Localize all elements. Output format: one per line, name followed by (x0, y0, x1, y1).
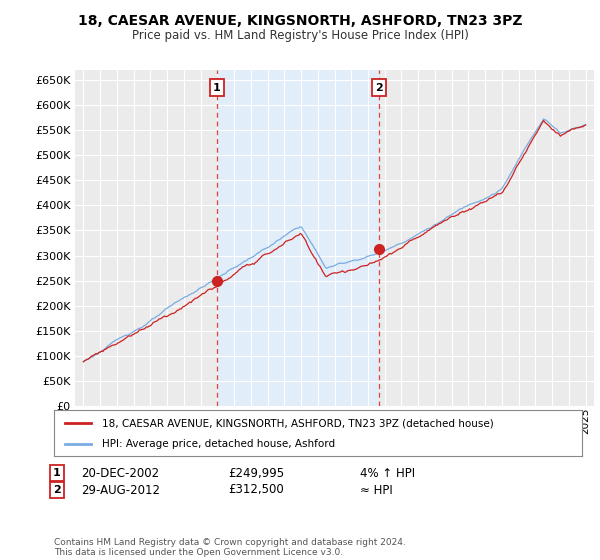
Text: 2: 2 (53, 485, 61, 495)
Text: Contains HM Land Registry data © Crown copyright and database right 2024.
This d: Contains HM Land Registry data © Crown c… (54, 538, 406, 557)
Text: 18, CAESAR AVENUE, KINGSNORTH, ASHFORD, TN23 3PZ (detached house): 18, CAESAR AVENUE, KINGSNORTH, ASHFORD, … (101, 418, 493, 428)
Text: Price paid vs. HM Land Registry's House Price Index (HPI): Price paid vs. HM Land Registry's House … (131, 29, 469, 42)
Text: 20-DEC-2002: 20-DEC-2002 (81, 466, 159, 480)
Text: 1: 1 (53, 468, 61, 478)
Text: £249,995: £249,995 (228, 466, 284, 480)
Text: 18, CAESAR AVENUE, KINGSNORTH, ASHFORD, TN23 3PZ: 18, CAESAR AVENUE, KINGSNORTH, ASHFORD, … (78, 14, 522, 28)
Text: 29-AUG-2012: 29-AUG-2012 (81, 483, 160, 497)
Text: HPI: Average price, detached house, Ashford: HPI: Average price, detached house, Ashf… (101, 438, 335, 449)
Text: 1: 1 (213, 82, 221, 92)
Text: £312,500: £312,500 (228, 483, 284, 497)
Text: 4% ↑ HPI: 4% ↑ HPI (360, 466, 415, 480)
Bar (217, 70, 379, 406)
Text: 2: 2 (375, 82, 383, 92)
Text: ≈ HPI: ≈ HPI (360, 483, 393, 497)
